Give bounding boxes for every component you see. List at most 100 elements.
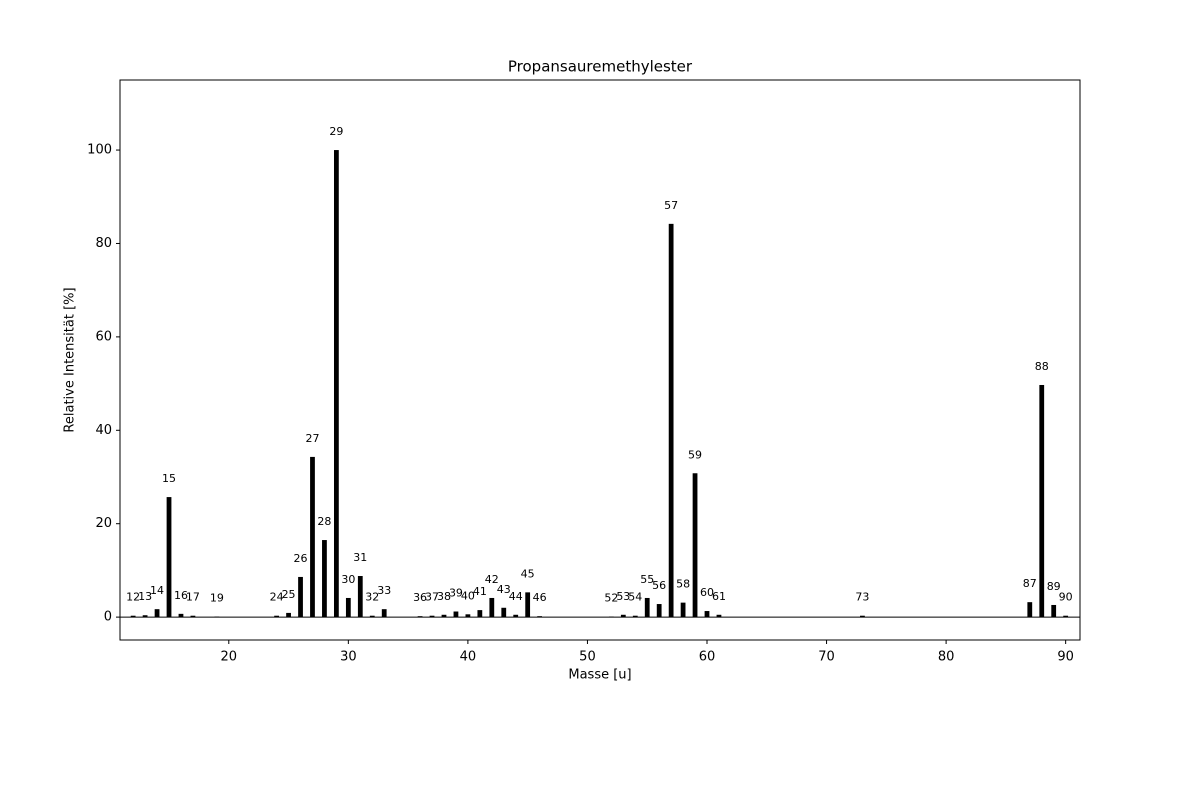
bar — [1063, 615, 1069, 618]
bar — [513, 614, 519, 618]
bar — [860, 615, 865, 618]
x-axis-label: Masse [u] — [568, 668, 631, 683]
bar — [501, 607, 507, 618]
bar — [369, 615, 375, 618]
y-tick-label: 0 — [104, 610, 112, 625]
bar — [537, 616, 543, 618]
bar — [166, 497, 172, 618]
data-label: 87 — [1023, 577, 1037, 590]
data-label: 13 — [138, 590, 152, 603]
bar — [298, 576, 303, 618]
data-label: 19 — [210, 592, 224, 605]
data-label: 31 — [353, 551, 367, 564]
data-label: 61 — [712, 590, 726, 603]
bar — [644, 597, 650, 618]
bar — [357, 576, 363, 618]
x-tick-label: 70 — [818, 650, 835, 665]
data-label: 42 — [485, 573, 499, 586]
data-label: 45 — [521, 567, 535, 580]
bar — [668, 223, 674, 618]
y-tick-label: 100 — [87, 143, 112, 158]
data-label: 55 — [640, 573, 654, 586]
bar — [716, 614, 722, 618]
data-label: 33 — [377, 584, 391, 597]
bar — [704, 611, 710, 618]
bar — [465, 614, 471, 618]
bar — [345, 597, 351, 618]
bar — [477, 610, 483, 618]
data-label: 32 — [365, 591, 379, 604]
data-label: 14 — [150, 584, 164, 597]
data-label: 54 — [628, 591, 642, 604]
data-label: 52 — [604, 592, 618, 605]
data-label: 24 — [270, 591, 284, 604]
data-label: 16 — [174, 589, 188, 602]
plot-frame — [119, 79, 1081, 641]
bar — [620, 614, 626, 618]
bar — [680, 602, 686, 618]
data-label: 36 — [413, 591, 427, 604]
bar — [286, 612, 291, 618]
x-tick-label: 40 — [460, 650, 477, 665]
y-tick-label: 20 — [95, 516, 112, 531]
chart-title: Propansauremethylester — [508, 58, 693, 76]
data-label: 12 — [126, 591, 140, 604]
data-label: 44 — [509, 590, 523, 603]
bar — [1039, 384, 1045, 618]
data-label: 17 — [186, 591, 200, 604]
data-label: 26 — [294, 552, 308, 565]
bar — [525, 592, 531, 618]
bar — [381, 609, 387, 618]
bar — [322, 540, 327, 618]
bar — [154, 609, 160, 618]
bar — [656, 604, 662, 618]
data-label: 40 — [461, 589, 475, 602]
x-tick-label: 60 — [699, 650, 716, 665]
bar — [453, 611, 459, 618]
data-label: 29 — [329, 125, 343, 138]
data-label: 59 — [688, 448, 702, 461]
data-label: 60 — [700, 586, 714, 599]
data-label: 58 — [676, 578, 690, 591]
bar — [190, 615, 196, 618]
data-label: 30 — [341, 573, 355, 586]
data-label: 43 — [497, 583, 511, 596]
data-label: 41 — [473, 585, 487, 598]
data-label: 73 — [855, 591, 869, 604]
x-tick-label: 80 — [938, 650, 955, 665]
data-label: 56 — [652, 579, 666, 592]
bar — [489, 597, 495, 618]
bar — [142, 615, 148, 618]
bar — [632, 615, 638, 618]
data-label: 25 — [282, 588, 296, 601]
x-tick-label: 20 — [221, 650, 238, 665]
x-tick-label: 50 — [579, 650, 596, 665]
bar — [1051, 604, 1057, 618]
bar — [274, 615, 280, 618]
bar — [333, 150, 339, 618]
x-tick-label: 90 — [1057, 650, 1074, 665]
data-label: 28 — [317, 515, 331, 528]
data-label: 38 — [437, 590, 451, 603]
data-label: 57 — [664, 199, 678, 212]
y-axis-label: Relative Intensität [%] — [63, 287, 78, 432]
data-label: 88 — [1035, 360, 1049, 373]
data-label: 15 — [162, 472, 176, 485]
x-tick-label: 30 — [340, 650, 357, 665]
data-label: 90 — [1059, 591, 1073, 604]
bar — [310, 456, 315, 618]
y-tick-label: 40 — [95, 423, 112, 438]
data-label: 39 — [449, 587, 463, 600]
data-label: 53 — [616, 590, 630, 603]
bar — [692, 473, 698, 618]
data-label: 46 — [533, 591, 547, 604]
bar — [178, 613, 184, 618]
data-label: 27 — [305, 432, 319, 445]
bar — [441, 614, 447, 618]
bar — [417, 616, 423, 618]
y-tick-label: 80 — [95, 236, 112, 251]
data-label: 89 — [1047, 580, 1061, 593]
y-tick-label: 60 — [95, 329, 112, 344]
bar — [429, 615, 435, 618]
